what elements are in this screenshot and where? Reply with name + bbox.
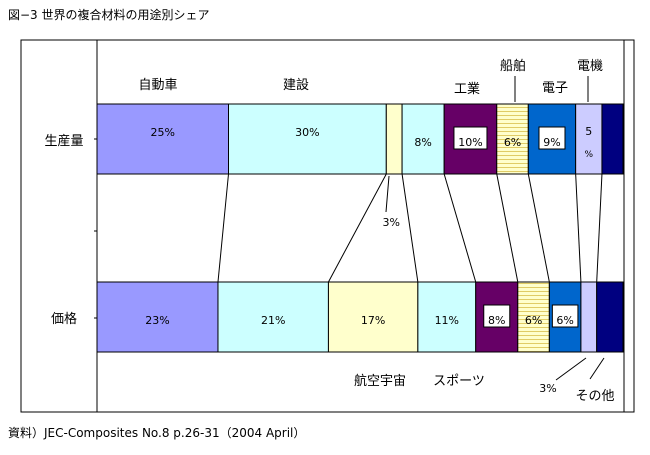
series-name-label: スポーツ [433, 374, 485, 389]
data-label-box [453, 126, 488, 150]
chart-source: 資料）JEC-Composites No.8 p.26-31（2004 Apri… [8, 426, 306, 440]
series-connector-line [596, 173, 603, 283]
data-label: 6% [525, 314, 542, 327]
category-label: 生産量 [44, 133, 83, 149]
bar-segment [580, 281, 598, 353]
label-leader-line [589, 357, 605, 380]
bar-segment [517, 281, 550, 353]
category-label: 価格 [51, 311, 77, 327]
bar-segment [575, 103, 603, 175]
data-label: 3% [382, 216, 399, 229]
data-label: 6% [556, 314, 573, 327]
data-label: 21% [261, 314, 285, 327]
label-leader-line [385, 175, 390, 213]
data-label: 25% [151, 126, 175, 139]
series-name-label: 建設 [283, 77, 309, 93]
bar-segment [475, 281, 519, 353]
bar-segment [596, 281, 624, 353]
label-leader-line [555, 357, 587, 381]
series-name-label: 電子 [542, 81, 568, 96]
bar-segment [96, 281, 219, 353]
data-label: 9% [543, 136, 560, 149]
bar-segment [385, 103, 403, 175]
data-label: 5 [585, 125, 592, 138]
data-label: 30% [295, 126, 319, 139]
data-label-box [551, 304, 579, 328]
data-label-box [538, 126, 566, 150]
data-label: 8% [488, 314, 505, 327]
data-label: 6% [504, 136, 521, 149]
series-name-label: 船舶 [500, 58, 526, 74]
series-name-label: 航空宇宙 [354, 373, 406, 389]
data-label: % [585, 150, 594, 160]
series-name-label: 自動車 [138, 78, 177, 93]
series-name-label: 電機 [577, 59, 603, 74]
chart-title: 図−3 世界の複合材料の用途別シェア [8, 8, 210, 22]
series-connector-line [527, 173, 550, 283]
bar-segment [417, 281, 477, 353]
bar-segment [496, 103, 529, 175]
series-connector-line [443, 173, 477, 283]
series-connector-line [401, 173, 419, 283]
data-label: 17% [361, 314, 385, 327]
data-label: 11% [435, 314, 459, 327]
data-label: 8% [414, 136, 431, 149]
bar-segment [228, 103, 387, 175]
data-label-box [483, 304, 511, 328]
bar-segment [217, 281, 329, 353]
data-label: 23% [145, 314, 169, 327]
bar-segment [601, 103, 624, 175]
series-name-label: その他 [575, 389, 614, 404]
series-connector-line [327, 173, 387, 283]
bar-segment [96, 103, 229, 175]
series-connector-line [217, 173, 229, 283]
series-connector-line [575, 173, 582, 283]
data-label: 3% [539, 382, 556, 395]
series-name-label: 工業 [454, 81, 480, 97]
data-label: 10% [458, 136, 482, 149]
series-connector-line [496, 173, 519, 283]
